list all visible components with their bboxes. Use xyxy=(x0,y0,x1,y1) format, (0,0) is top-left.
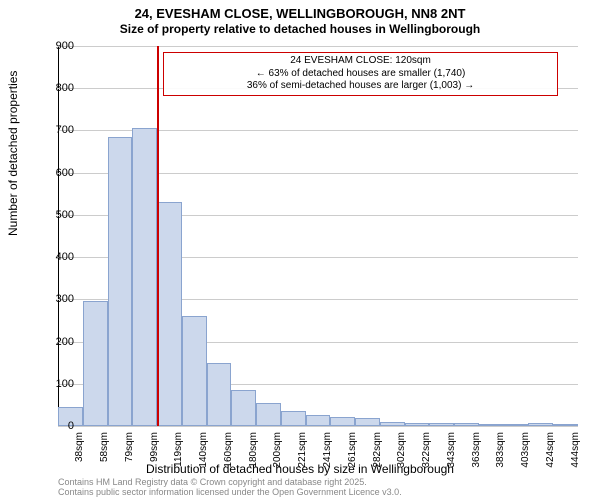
chart-container: 24, EVESHAM CLOSE, WELLINGBOROUGH, NN8 2… xyxy=(0,0,600,500)
x-tick-label: 180sqm xyxy=(248,432,259,468)
histogram-bar xyxy=(355,418,380,426)
x-tick-label: 424sqm xyxy=(545,432,556,468)
histogram-bar xyxy=(405,423,430,426)
histogram-bar xyxy=(306,415,331,426)
x-tick-label: 302sqm xyxy=(396,432,407,468)
histogram-bar xyxy=(479,424,504,426)
x-tick-label: 200sqm xyxy=(272,432,283,468)
y-tick-label: 300 xyxy=(34,293,74,305)
y-axis-title: Number of detached properties xyxy=(6,71,20,236)
x-tick-label: 241sqm xyxy=(322,432,333,468)
histogram-bar xyxy=(83,301,108,426)
title-block: 24, EVESHAM CLOSE, WELLINGBOROUGH, NN8 2… xyxy=(0,0,600,36)
x-tick-label: 119sqm xyxy=(173,432,184,467)
y-tick-label: 600 xyxy=(34,167,74,179)
callout-line-smaller: ← 63% of detached houses are smaller (1,… xyxy=(168,68,553,81)
x-tick-label: 221sqm xyxy=(297,432,308,468)
histogram-bar xyxy=(231,390,256,426)
x-tick-label: 322sqm xyxy=(421,432,432,468)
x-tick-label: 363sqm xyxy=(471,432,482,468)
y-tick-label: 500 xyxy=(34,209,74,221)
y-tick-label: 200 xyxy=(34,336,74,348)
gridline xyxy=(58,426,578,427)
x-tick-label: 99sqm xyxy=(149,432,160,462)
histogram-bar xyxy=(182,316,207,426)
callout-line-larger: 36% of semi-detached houses are larger (… xyxy=(168,80,553,93)
y-tick-label: 900 xyxy=(34,40,74,52)
histogram-bar xyxy=(256,403,281,426)
histogram-bar xyxy=(132,128,157,426)
chart-subtitle: Size of property relative to detached ho… xyxy=(0,22,600,36)
footer-line-2: Contains public sector information licen… xyxy=(58,488,402,498)
y-tick-label: 0 xyxy=(34,420,74,432)
histogram-bar xyxy=(108,137,133,426)
x-tick-label: 383sqm xyxy=(495,432,506,468)
x-tick-label: 160sqm xyxy=(223,432,234,468)
callout-box: 24 EVESHAM CLOSE: 120sqm← 63% of detache… xyxy=(163,52,558,96)
y-tick-label: 400 xyxy=(34,251,74,263)
chart-title: 24, EVESHAM CLOSE, WELLINGBOROUGH, NN8 2… xyxy=(0,6,600,21)
plot-area: 24 EVESHAM CLOSE: 120sqm← 63% of detache… xyxy=(58,46,578,426)
histogram-bar xyxy=(553,424,578,426)
y-tick-label: 800 xyxy=(34,82,74,94)
x-tick-label: 444sqm xyxy=(570,432,581,468)
y-tick-label: 100 xyxy=(34,378,74,390)
histogram-bar xyxy=(504,424,529,426)
x-tick-label: 403sqm xyxy=(520,432,531,468)
histogram-bar xyxy=(281,411,306,426)
footer-attribution: Contains HM Land Registry data © Crown c… xyxy=(58,478,402,498)
marker-line xyxy=(157,46,159,426)
gridline xyxy=(58,46,578,47)
histogram-bar xyxy=(157,202,182,426)
histogram-bar xyxy=(380,422,405,426)
histogram-bar xyxy=(330,417,355,426)
x-tick-label: 261sqm xyxy=(347,432,358,468)
y-axis-line xyxy=(58,46,59,426)
x-tick-label: 79sqm xyxy=(124,432,135,462)
y-tick-label: 700 xyxy=(34,124,74,136)
x-tick-label: 140sqm xyxy=(198,432,209,468)
x-tick-label: 58sqm xyxy=(99,432,110,462)
histogram-bar xyxy=(528,423,553,426)
histogram-bar xyxy=(429,423,454,426)
x-tick-label: 343sqm xyxy=(446,432,457,468)
callout-title: 24 EVESHAM CLOSE: 120sqm xyxy=(168,55,553,68)
x-tick-label: 282sqm xyxy=(372,432,383,468)
histogram-bar xyxy=(454,423,479,426)
histogram-bar xyxy=(207,363,232,426)
x-tick-label: 38sqm xyxy=(74,432,85,462)
